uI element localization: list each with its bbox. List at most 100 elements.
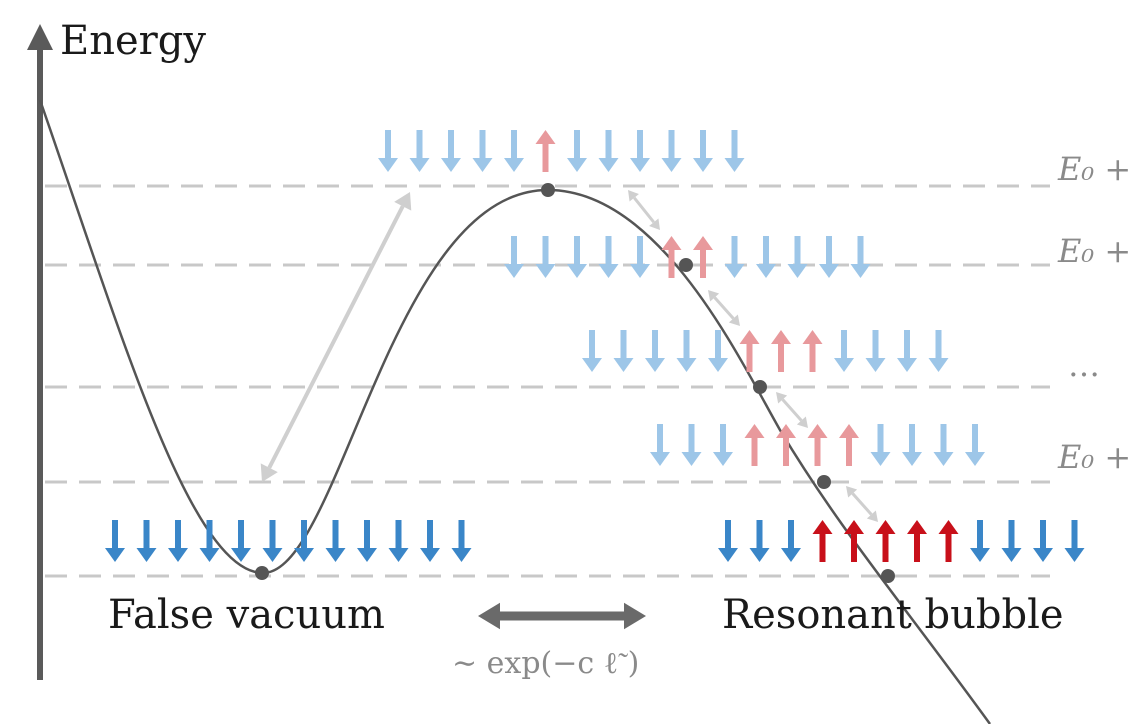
- curve-point: [541, 183, 555, 197]
- tunneling-arrow-head: [624, 602, 646, 630]
- false-vacuum-spins-down-arrow-head: [168, 548, 188, 562]
- level-3-spins-down-arrow-head: [708, 358, 728, 372]
- guide-arrow-head: [796, 416, 808, 428]
- resonant-bubble-spins-down-arrow-head: [1064, 548, 1085, 562]
- level-4-spins-down-arrow-head: [681, 452, 702, 466]
- resonant-bubble-label: Resonant bubble: [722, 592, 1064, 638]
- resonant-bubble-spins-down-arrow-head: [749, 548, 770, 562]
- level-4-spins-down-arrow-head: [870, 452, 891, 466]
- level-3-spins-up-arrow-head: [739, 330, 760, 344]
- level-2-spins-down-arrow-head: [630, 264, 650, 278]
- level-2-spins-down-arrow-head: [535, 264, 556, 278]
- level-2-spins-down-arrow-head: [787, 264, 808, 278]
- false-vacuum-spins-down-arrow-head: [294, 548, 314, 562]
- level-4-spins-up-arrow-head: [776, 424, 796, 438]
- tunneling-rate-label: ∼ exp(−c ℓ̃ ): [452, 646, 640, 681]
- guide-arrow-head: [846, 486, 858, 498]
- level-2-spins-down-arrow-head: [756, 264, 776, 278]
- curve-point: [817, 475, 831, 489]
- level-top-spins-down-arrow-head: [504, 158, 524, 172]
- level-4-spins-up-arrow-head: [744, 424, 765, 438]
- level-2-spins-up-arrow-head: [693, 236, 713, 250]
- level-label-2: E₀ +: [1058, 232, 1132, 270]
- level-4-spins-up-arrow-head: [839, 424, 859, 438]
- curve-point: [753, 380, 767, 394]
- level-3-spins-down-arrow-head: [676, 358, 697, 372]
- false-vacuum-spins-down-arrow-head: [357, 548, 377, 562]
- false-vacuum-spins-down-arrow-head: [231, 548, 251, 562]
- curve-point: [679, 258, 693, 272]
- level-top-spins-down-arrow-head: [378, 158, 398, 172]
- level-top-spins-down-arrow-head: [693, 158, 713, 172]
- resonant-bubble-spins-down-arrow-head: [970, 548, 990, 562]
- energy-axis-label: Energy: [60, 18, 206, 64]
- level-top-spins-up-arrow-head: [535, 130, 556, 144]
- resonant-bubble-spins-up-arrow-head: [875, 520, 896, 534]
- level-top-spins-down-arrow-head: [724, 158, 745, 172]
- level-2-spins-down-arrow-head: [850, 264, 871, 278]
- tunneling-arrow-head: [478, 602, 500, 630]
- level-top-spins-down-arrow-head: [567, 158, 587, 172]
- guide-arrow-head: [866, 510, 878, 522]
- level-4-spins-down-arrow-head: [713, 452, 733, 466]
- false-vacuum-spins-down-arrow-head: [388, 548, 409, 562]
- level-2-spins-down-arrow-head: [724, 264, 745, 278]
- resonant-bubble-spins-up-arrow-head: [938, 520, 959, 534]
- resonant-bubble-spins-up-arrow-head: [812, 520, 833, 534]
- false-vacuum-spins-down-arrow-head: [420, 548, 440, 562]
- level-2-spins-up-arrow-head: [661, 236, 682, 250]
- resonant-bubble-spins-up-arrow-head: [844, 520, 864, 534]
- false-vacuum-spins-down-arrow-head: [136, 548, 157, 562]
- level-label-4: E₀ +: [1058, 438, 1132, 476]
- false-vacuum-spins-down-arrow-head: [105, 548, 125, 562]
- guide-arrow-head: [728, 314, 740, 326]
- guide-arrow-head: [776, 392, 788, 404]
- resonant-bubble-spins-down-arrow-head: [1033, 548, 1053, 562]
- level-4-spins-down-arrow-head: [902, 452, 922, 466]
- level-3-spins-down-arrow-head: [582, 358, 602, 372]
- level-3-spins-down-arrow-head: [613, 358, 634, 372]
- false-vacuum-spins-down-arrow-head: [199, 548, 220, 562]
- level-4-spins-up-arrow-head: [807, 424, 828, 438]
- level-3-spins-up-arrow-head: [771, 330, 791, 344]
- level-3-spins-down-arrow-head: [897, 358, 917, 372]
- false-vacuum-spins-down-arrow-head: [262, 548, 283, 562]
- resonant-bubble-spins-up-arrow-head: [907, 520, 927, 534]
- resonant-bubble-spins-down-arrow-head: [781, 548, 801, 562]
- level-top-spins-down-arrow-head: [409, 158, 430, 172]
- resonant-bubble-spins-down-arrow-head: [718, 548, 738, 562]
- level-3-spins-down-arrow-head: [834, 358, 854, 372]
- curve-point: [881, 569, 895, 583]
- guide-arrow-head: [649, 218, 660, 230]
- level-4-spins-down-arrow-head: [933, 452, 954, 466]
- guide-arrow-big: [267, 205, 405, 469]
- guide-arrow-big-head: [260, 463, 278, 482]
- level-top-spins-down-arrow-head: [598, 158, 619, 172]
- level-top-spins-down-arrow-head: [472, 158, 493, 172]
- guide-arrow: [713, 296, 735, 320]
- level-label-ellipsis: …: [1068, 346, 1100, 384]
- guide-arrow: [781, 398, 803, 422]
- level-4-spins-down-arrow-head: [965, 452, 985, 466]
- level-2-spins-down-arrow-head: [819, 264, 839, 278]
- level-3-spins-down-arrow-head: [928, 358, 949, 372]
- guide-arrow-head: [628, 190, 639, 202]
- false-vacuum-label: False vacuum: [108, 592, 385, 638]
- level-top-spins-down-arrow-head: [441, 158, 461, 172]
- level-top-spins-down-arrow-head: [630, 158, 650, 172]
- level-3-spins-down-arrow-head: [865, 358, 886, 372]
- level-2-spins-down-arrow-head: [504, 264, 524, 278]
- level-3-spins-down-arrow-head: [645, 358, 665, 372]
- level-4-spins-down-arrow-head: [650, 452, 670, 466]
- false-vacuum-spins-down-arrow-head: [451, 548, 472, 562]
- level-top-spins-down-arrow-head: [661, 158, 682, 172]
- energy-axis-arrowhead: [27, 24, 53, 50]
- resonant-bubble-spins-down-arrow-head: [1001, 548, 1022, 562]
- level-2-spins-down-arrow-head: [598, 264, 619, 278]
- curve-point: [255, 566, 269, 580]
- level-3-spins-up-arrow-head: [802, 330, 823, 344]
- potential-curve: [38, 99, 992, 724]
- level-label-1: E₀ +: [1058, 150, 1132, 188]
